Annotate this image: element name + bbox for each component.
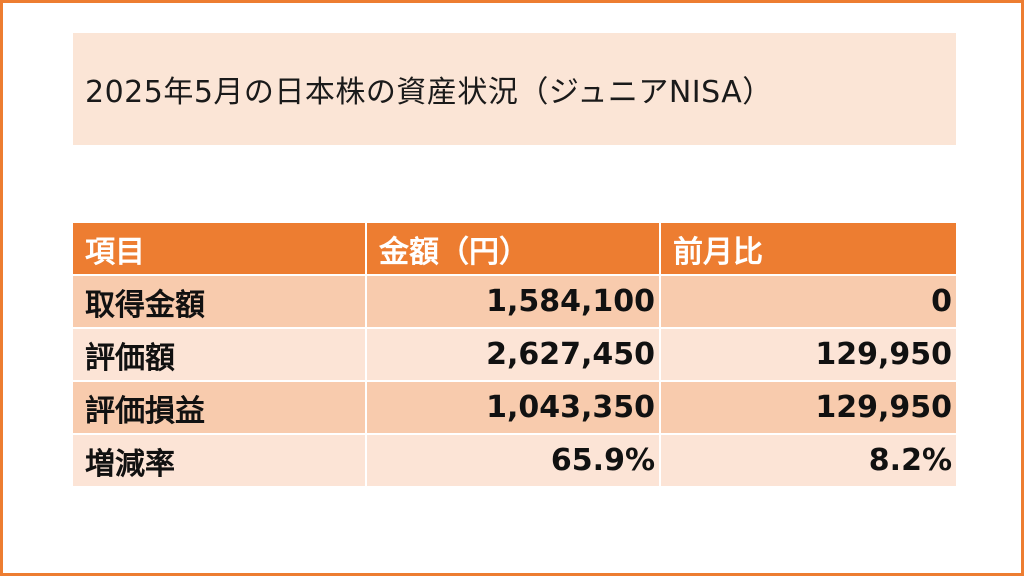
row-item: 評価損益 — [73, 382, 367, 435]
table-row: 増減率 65.9% 8.2% — [73, 435, 956, 488]
row-item: 評価額 — [73, 329, 367, 382]
header-item: 項目 — [73, 223, 367, 276]
row-change: 129,950 — [661, 329, 956, 382]
row-change: 0 — [661, 276, 956, 329]
title-box: 2025年5月の日本株の資産状況（ジュニアNISA） — [73, 33, 956, 145]
row-item: 増減率 — [73, 435, 367, 488]
row-change: 8.2% — [661, 435, 956, 488]
table-header-row: 項目 金額（円） 前月比 — [73, 223, 956, 276]
asset-table: 項目 金額（円） 前月比 取得金額 1,584,100 0 評価額 2,627,… — [73, 223, 956, 488]
table-row: 取得金額 1,584,100 0 — [73, 276, 956, 329]
row-amount: 65.9% — [367, 435, 661, 488]
row-amount: 2,627,450 — [367, 329, 661, 382]
header-change: 前月比 — [661, 223, 956, 276]
row-change: 129,950 — [661, 382, 956, 435]
page-title: 2025年5月の日本株の資産状況（ジュニアNISA） — [85, 75, 773, 110]
table-row: 評価額 2,627,450 129,950 — [73, 329, 956, 382]
header-amount: 金額（円） — [367, 223, 661, 276]
row-item: 取得金額 — [73, 276, 367, 329]
row-amount: 1,043,350 — [367, 382, 661, 435]
table-row: 評価損益 1,043,350 129,950 — [73, 382, 956, 435]
row-amount: 1,584,100 — [367, 276, 661, 329]
